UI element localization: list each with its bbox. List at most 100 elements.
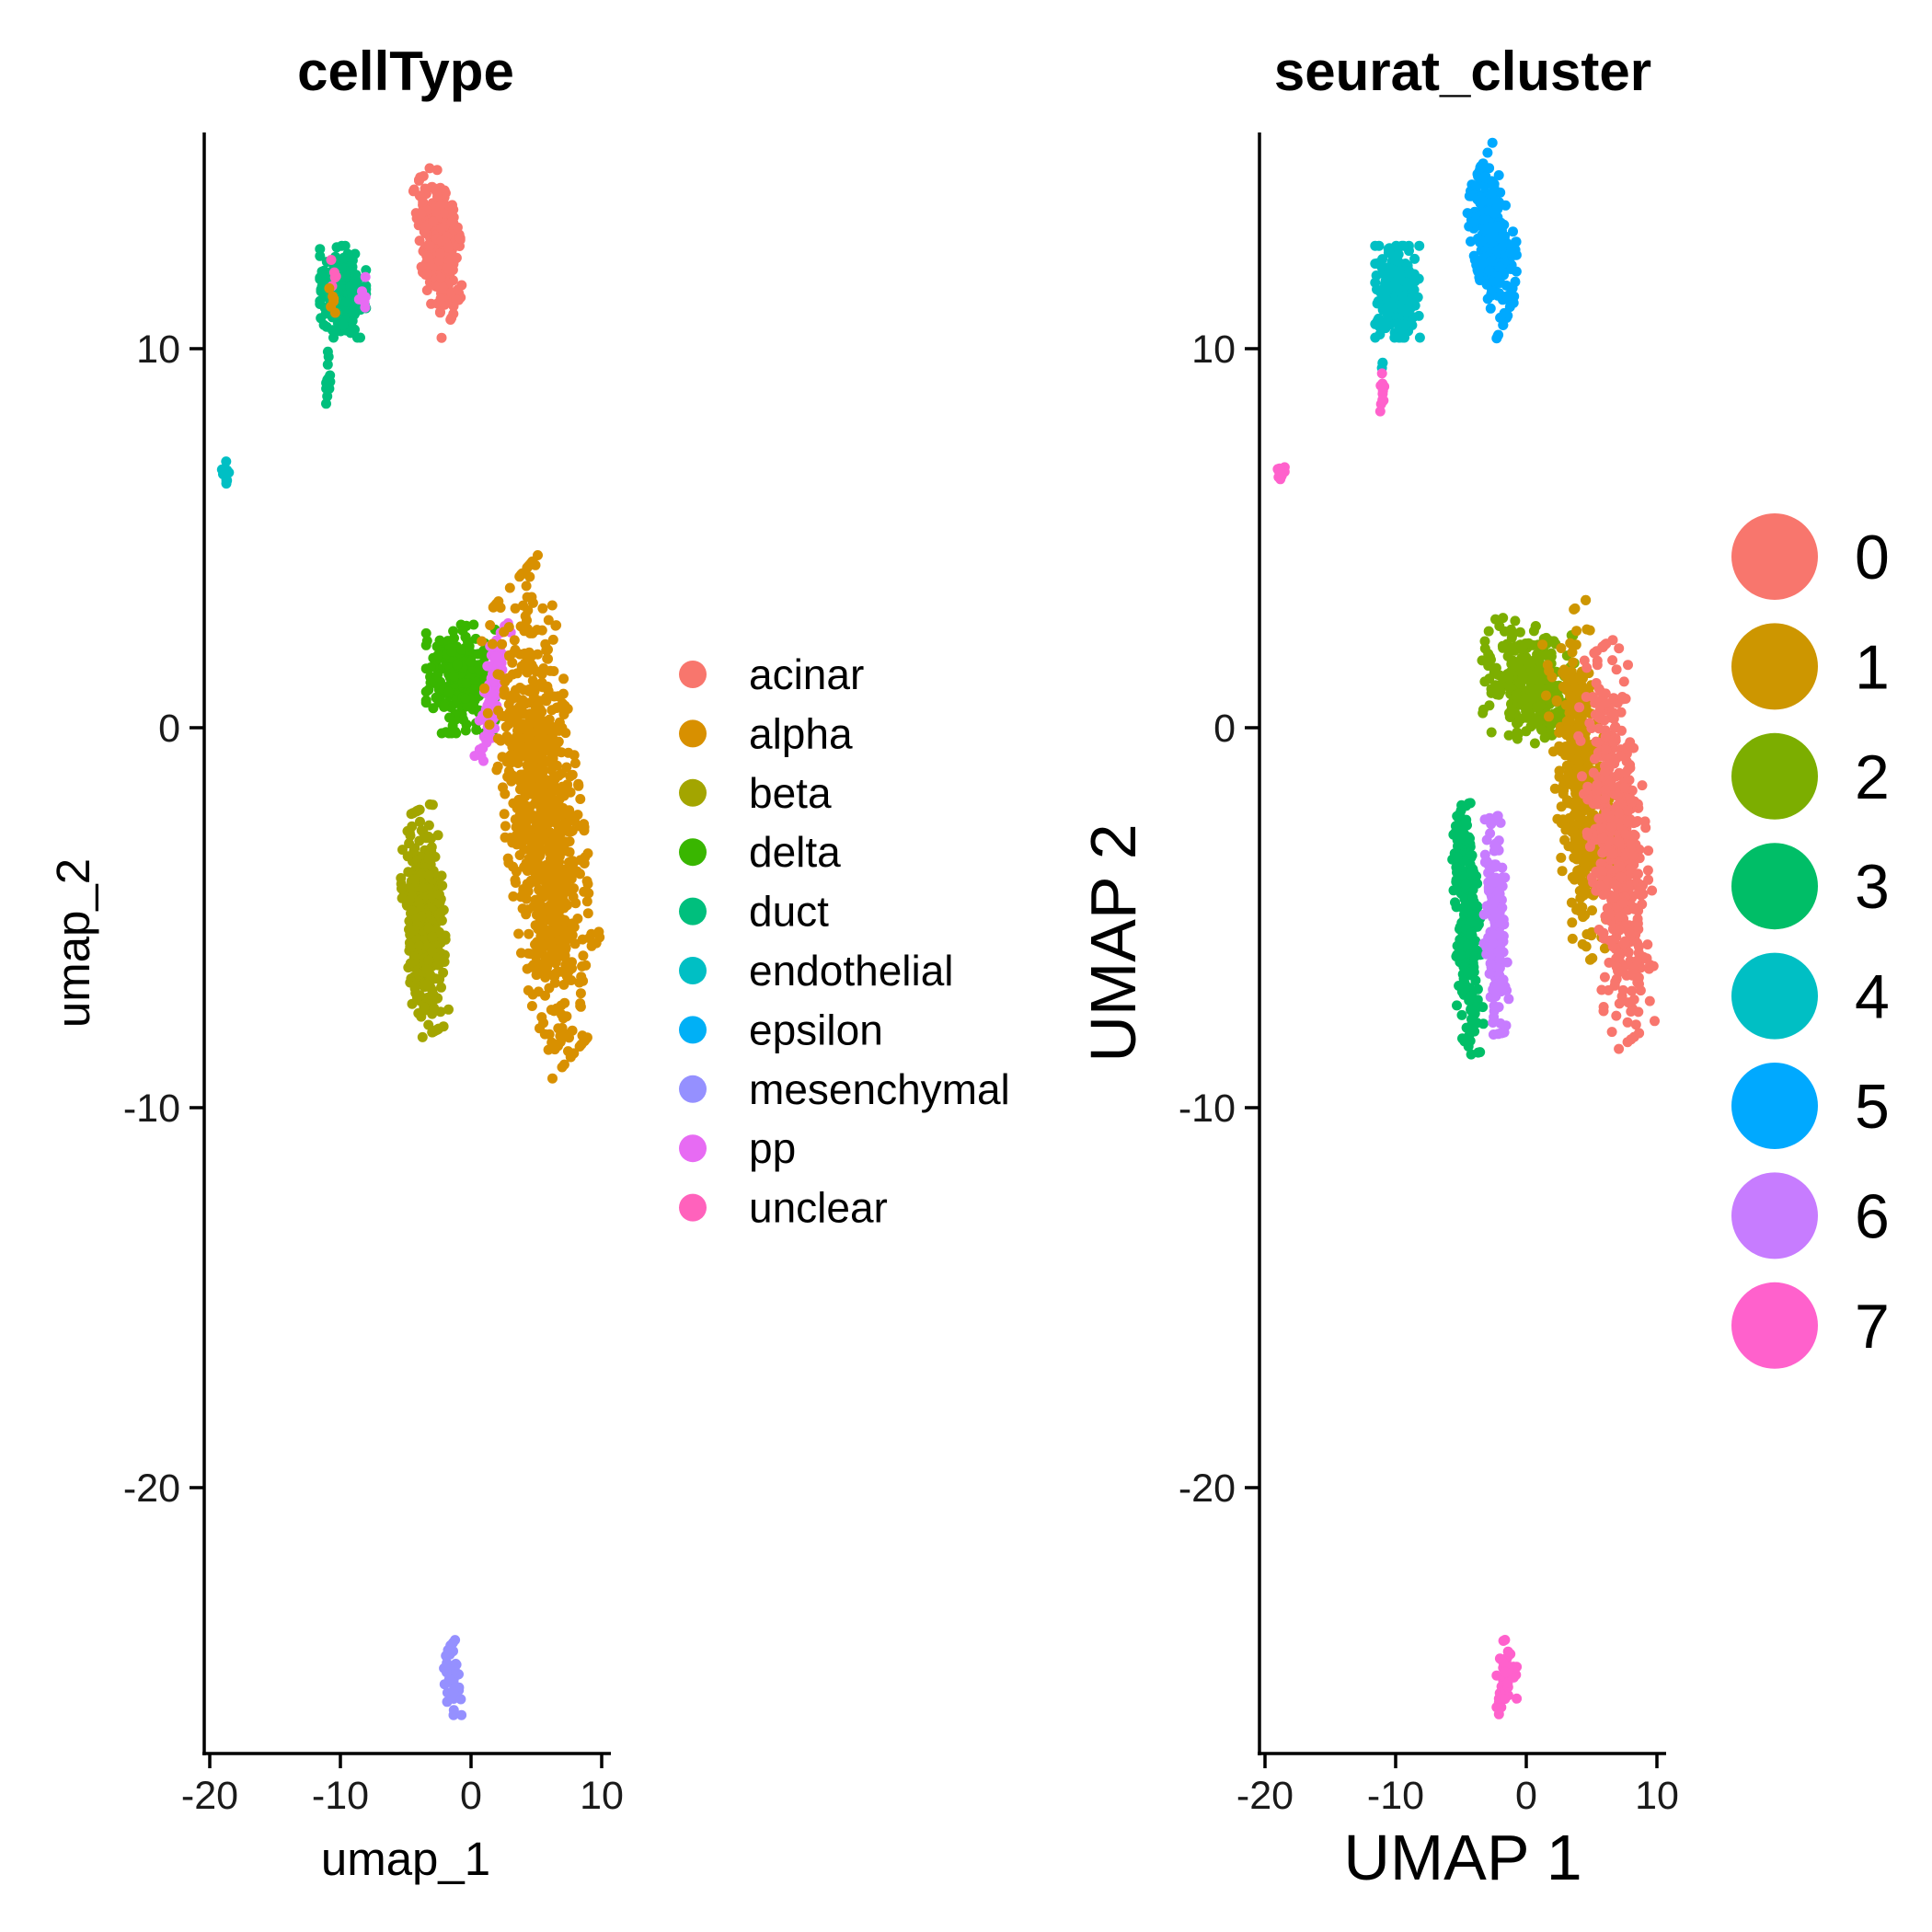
data-point [1374, 240, 1385, 251]
data-point [518, 719, 529, 730]
data-point [1452, 867, 1462, 878]
data-point [423, 923, 434, 934]
data-point [443, 1673, 454, 1685]
data-point [524, 763, 535, 774]
data-point [565, 771, 576, 782]
data-point [548, 893, 559, 904]
legend-label: 2 [1855, 742, 1890, 812]
data-point [428, 216, 439, 227]
data-point [471, 724, 482, 735]
data-point [524, 784, 535, 795]
data-point [355, 332, 365, 343]
data-point [1639, 816, 1650, 827]
data-point [1573, 730, 1584, 742]
data-point [1493, 329, 1504, 340]
data-point [1493, 947, 1504, 958]
data-point [1534, 701, 1545, 712]
celltype-y-axis-title: umap_2 [47, 858, 99, 1028]
data-point [417, 1031, 428, 1042]
legend-key [679, 838, 707, 867]
data-point [1509, 291, 1520, 302]
data-point [536, 763, 547, 774]
data-point [569, 816, 581, 827]
data-point [1611, 664, 1622, 675]
data-point [1479, 636, 1490, 647]
data-point [1483, 206, 1494, 217]
celltype-points [216, 163, 605, 1720]
data-point [410, 806, 421, 817]
data-point [1587, 953, 1598, 963]
data-point [1469, 951, 1480, 962]
data-point [509, 750, 520, 761]
data-point [1481, 222, 1492, 233]
data-point [582, 848, 593, 859]
data-point [420, 627, 431, 638]
data-point [550, 620, 561, 631]
data-point [546, 600, 558, 611]
legend-label: 5 [1855, 1072, 1890, 1142]
data-point [1538, 650, 1549, 661]
data-point [1574, 902, 1585, 913]
data-point [1492, 811, 1503, 822]
data-point [546, 1005, 557, 1016]
data-point [542, 959, 553, 970]
data-point [1477, 236, 1488, 247]
data-point [1599, 972, 1610, 983]
data-point [552, 915, 563, 926]
seurat-cluster-x-tick-label: 10 [1635, 1774, 1679, 1818]
data-point [1650, 1016, 1660, 1027]
data-point [432, 191, 443, 202]
data-point [1502, 1677, 1513, 1688]
data-point [1465, 798, 1476, 809]
data-point [1460, 816, 1471, 827]
data-point [443, 686, 454, 697]
legend-key [1731, 1282, 1818, 1369]
data-point [1477, 655, 1488, 666]
legend-label: endothelial [749, 947, 954, 995]
data-point [1582, 781, 1593, 792]
legend-label: acinar [749, 650, 864, 698]
data-point [1628, 995, 1639, 1005]
data-point [1409, 253, 1420, 264]
data-point [546, 1037, 558, 1048]
data-point [534, 884, 545, 895]
data-point [526, 1001, 537, 1011]
data-point [1627, 851, 1639, 861]
data-point [575, 868, 585, 880]
data-point [1623, 805, 1634, 816]
data-point [1527, 684, 1538, 695]
data-point [1481, 901, 1492, 912]
legend-key [679, 1075, 707, 1103]
data-point [1541, 690, 1551, 701]
data-point [1397, 304, 1408, 314]
data-point [420, 686, 431, 697]
data-point [1633, 972, 1644, 983]
data-point [1510, 615, 1521, 627]
seurat-cluster-y-axis-title: UMAP 2 [1077, 823, 1149, 1062]
data-point [1556, 643, 1567, 653]
data-point [555, 1037, 566, 1048]
seurat-cluster-points [1272, 137, 1660, 1719]
data-point [502, 673, 513, 684]
data-point [339, 252, 350, 263]
data-point [431, 206, 441, 217]
data-point [1516, 713, 1527, 724]
data-point [555, 801, 566, 812]
data-point [1455, 833, 1466, 844]
data-point [1582, 794, 1593, 805]
data-point [1497, 862, 1508, 873]
data-point [1622, 816, 1633, 827]
data-point [1501, 280, 1512, 291]
data-point [1600, 697, 1611, 708]
data-point [1593, 712, 1604, 723]
data-point [1495, 233, 1506, 244]
data-point [413, 940, 424, 951]
data-point [1574, 811, 1585, 822]
data-point [1466, 866, 1478, 877]
data-point [1609, 891, 1620, 903]
data-point [1463, 967, 1473, 978]
data-point [491, 598, 501, 609]
data-point [466, 656, 477, 667]
legend-label: 3 [1855, 852, 1890, 922]
